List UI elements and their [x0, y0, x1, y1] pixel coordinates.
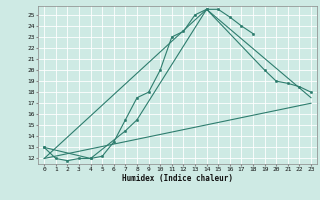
X-axis label: Humidex (Indice chaleur): Humidex (Indice chaleur) [122, 174, 233, 183]
